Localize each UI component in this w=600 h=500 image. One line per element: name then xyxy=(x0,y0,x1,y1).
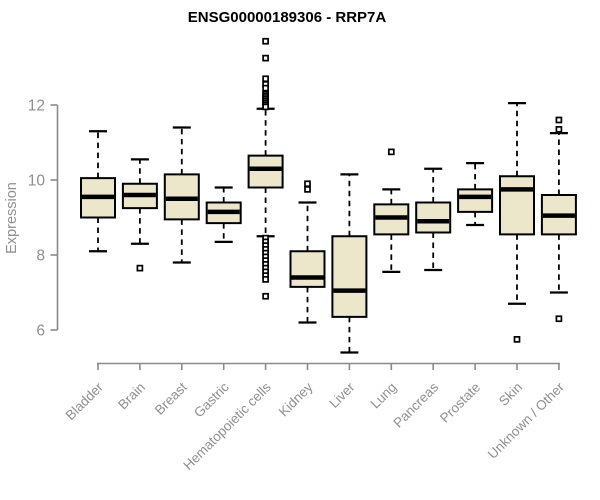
boxplot-kidney xyxy=(289,180,326,324)
outlier-point xyxy=(304,180,311,188)
y-tick-label-6: 6 xyxy=(36,323,45,340)
plot-area: 6 8 10 12 Expression Bladder Brain Breast Gastri… xyxy=(4,37,577,473)
outlier-point xyxy=(513,336,521,343)
boxplot-brain xyxy=(121,158,158,272)
boxplot-bladder xyxy=(80,130,116,253)
boxplot-liver xyxy=(331,173,368,354)
outlier-point xyxy=(555,315,563,323)
outlier-point xyxy=(387,148,395,156)
x-tick-label-pancreas: Pancreas xyxy=(390,379,441,430)
x-tick-label-prostate: Prostate xyxy=(437,380,483,426)
y-tick-label-10: 10 xyxy=(28,173,46,190)
chart-title: ENSG00000189306 - RRP7A xyxy=(188,9,387,26)
boxplot-unknown-other xyxy=(540,116,577,323)
outlier-point xyxy=(262,292,269,300)
x-tick-label-bladder: Bladder xyxy=(63,379,107,423)
outlier-point xyxy=(304,186,311,193)
outlier-point xyxy=(136,264,144,272)
outlier-point xyxy=(262,54,269,62)
x-tick-label-breast: Breast xyxy=(152,379,190,417)
x-tick-label-skin: Skin xyxy=(496,380,525,409)
x-tick-label-unknown-other: Unknown / Other xyxy=(485,379,568,462)
x-tick-label-liver: Liver xyxy=(326,379,358,411)
iqr-box xyxy=(457,188,494,213)
iqr-box xyxy=(331,235,368,318)
outlier-point xyxy=(262,37,269,45)
boxplot-pancreas xyxy=(415,167,452,272)
boxplot-lung xyxy=(373,148,410,273)
iqr-box xyxy=(247,154,284,189)
iqr-box xyxy=(289,250,326,288)
boxplot-prostate xyxy=(457,162,494,227)
iqr-box xyxy=(415,201,452,234)
x-tick-label-gastric: Gastric xyxy=(191,379,232,420)
boxplot-hematopoietic-cells xyxy=(247,37,284,300)
outlier-point xyxy=(262,84,269,92)
outlier-point xyxy=(555,126,563,133)
y-tick-label-12: 12 xyxy=(28,98,45,115)
x-tick-label-kidney: Kidney xyxy=(276,379,316,419)
x-tick-label-brain: Brain xyxy=(115,380,148,413)
boxplot-breast xyxy=(163,126,200,264)
outlier-point xyxy=(555,116,563,124)
y-axis: 6 8 10 12 Expression xyxy=(4,98,59,340)
outlier-point xyxy=(262,75,269,83)
y-tick-label-8: 8 xyxy=(36,248,45,265)
boxplot-skin xyxy=(499,102,535,343)
iqr-box xyxy=(499,175,535,236)
outlier-point xyxy=(262,276,269,283)
outlier-point xyxy=(262,103,269,111)
y-axis-title: Expression xyxy=(4,182,20,254)
boxplot-gastric xyxy=(205,186,242,243)
x-tick-label-lung: Lung xyxy=(368,380,400,412)
